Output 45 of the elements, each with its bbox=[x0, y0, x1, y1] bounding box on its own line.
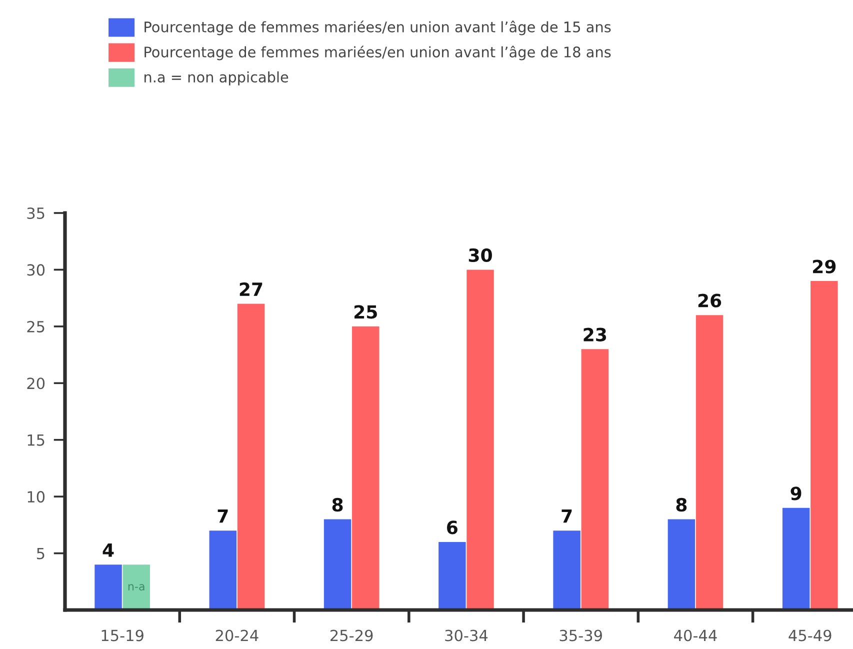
y-tick-label: 30 bbox=[27, 264, 45, 276]
data-label: 8 bbox=[676, 498, 687, 512]
data-label: 8 bbox=[332, 498, 343, 512]
y-tick-label: 5 bbox=[37, 548, 44, 560]
bar bbox=[696, 315, 724, 610]
legend-label: n.a = non appicable bbox=[144, 71, 288, 86]
data-label: 26 bbox=[698, 294, 722, 308]
data-label: 25 bbox=[354, 305, 377, 319]
data-label: 30 bbox=[468, 248, 492, 262]
y-tick-label: 20 bbox=[27, 378, 45, 390]
data-label: 9 bbox=[790, 486, 802, 500]
bar bbox=[324, 519, 352, 610]
data-label: n-a bbox=[128, 584, 144, 591]
y-tick-label: 35 bbox=[27, 207, 44, 220]
legend-label: Pourcentage de femmes mariées/en union avant l’âge de 15 ans bbox=[144, 20, 611, 36]
bar bbox=[352, 326, 380, 610]
bar bbox=[237, 304, 265, 610]
data-label: 7 bbox=[562, 510, 572, 523]
x-tick-label: 45-49 bbox=[788, 630, 832, 642]
data-label: 29 bbox=[813, 260, 836, 274]
y-tick-label: 15 bbox=[28, 434, 44, 446]
bar bbox=[782, 508, 810, 610]
data-label: 23 bbox=[584, 328, 606, 342]
x-tick-label: 35-39 bbox=[560, 630, 602, 642]
bar bbox=[553, 530, 580, 610]
x-tick-label: 40-44 bbox=[674, 630, 717, 642]
data-label: 6 bbox=[447, 520, 458, 534]
bar bbox=[94, 564, 122, 610]
bar bbox=[810, 281, 838, 610]
x-tick-label: 20-24 bbox=[216, 630, 258, 642]
y-tick-label: 10 bbox=[28, 491, 45, 503]
data-label: 27 bbox=[240, 282, 262, 296]
bar bbox=[122, 564, 150, 610]
bar bbox=[581, 349, 609, 610]
bar bbox=[668, 519, 696, 610]
x-tick-label: 25-29 bbox=[330, 630, 373, 642]
bar bbox=[466, 270, 494, 610]
y-tick-label: 25 bbox=[27, 320, 44, 332]
x-tick-label: 15-19 bbox=[102, 630, 144, 642]
data-label: 4 bbox=[102, 544, 114, 557]
x-tick-label: 30-34 bbox=[445, 630, 488, 642]
data-label: 7 bbox=[218, 510, 228, 523]
legend-label: Pourcentage de femmes mariées/en union avant l’âge de 18 ans bbox=[144, 46, 611, 60]
bar bbox=[209, 530, 237, 610]
bar bbox=[438, 542, 466, 610]
